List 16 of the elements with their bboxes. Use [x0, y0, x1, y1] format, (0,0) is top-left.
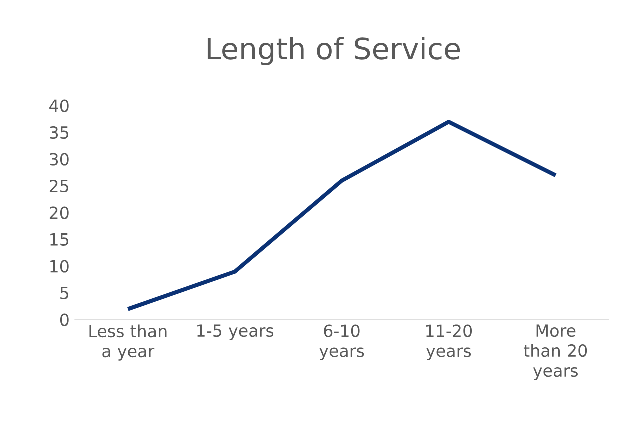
x-tick-label: More than 20 years — [524, 324, 588, 380]
x-tick-label: 1-5 years — [198, 324, 274, 340]
y-tick-label: 20 — [50, 206, 69, 220]
x-tick-label: Less than a year — [90, 324, 167, 361]
x-tick-label: 11-20 years — [426, 324, 472, 361]
y-tick-label: 30 — [50, 153, 69, 166]
y-tick-label: 40 — [50, 100, 69, 112]
y-tick-label: 35 — [50, 126, 68, 140]
y-tick-label: 10 — [50, 260, 69, 273]
x-tick-label: 6-10 years — [320, 324, 364, 361]
y-tick-label: 0 — [60, 314, 69, 326]
line-series — [126, 120, 558, 312]
y-tick-label: 15 — [50, 234, 68, 246]
y-tick-label: 25 — [50, 180, 68, 193]
y-tick-label: 5 — [60, 287, 68, 300]
chart-title: Length of Service — [208, 37, 460, 66]
